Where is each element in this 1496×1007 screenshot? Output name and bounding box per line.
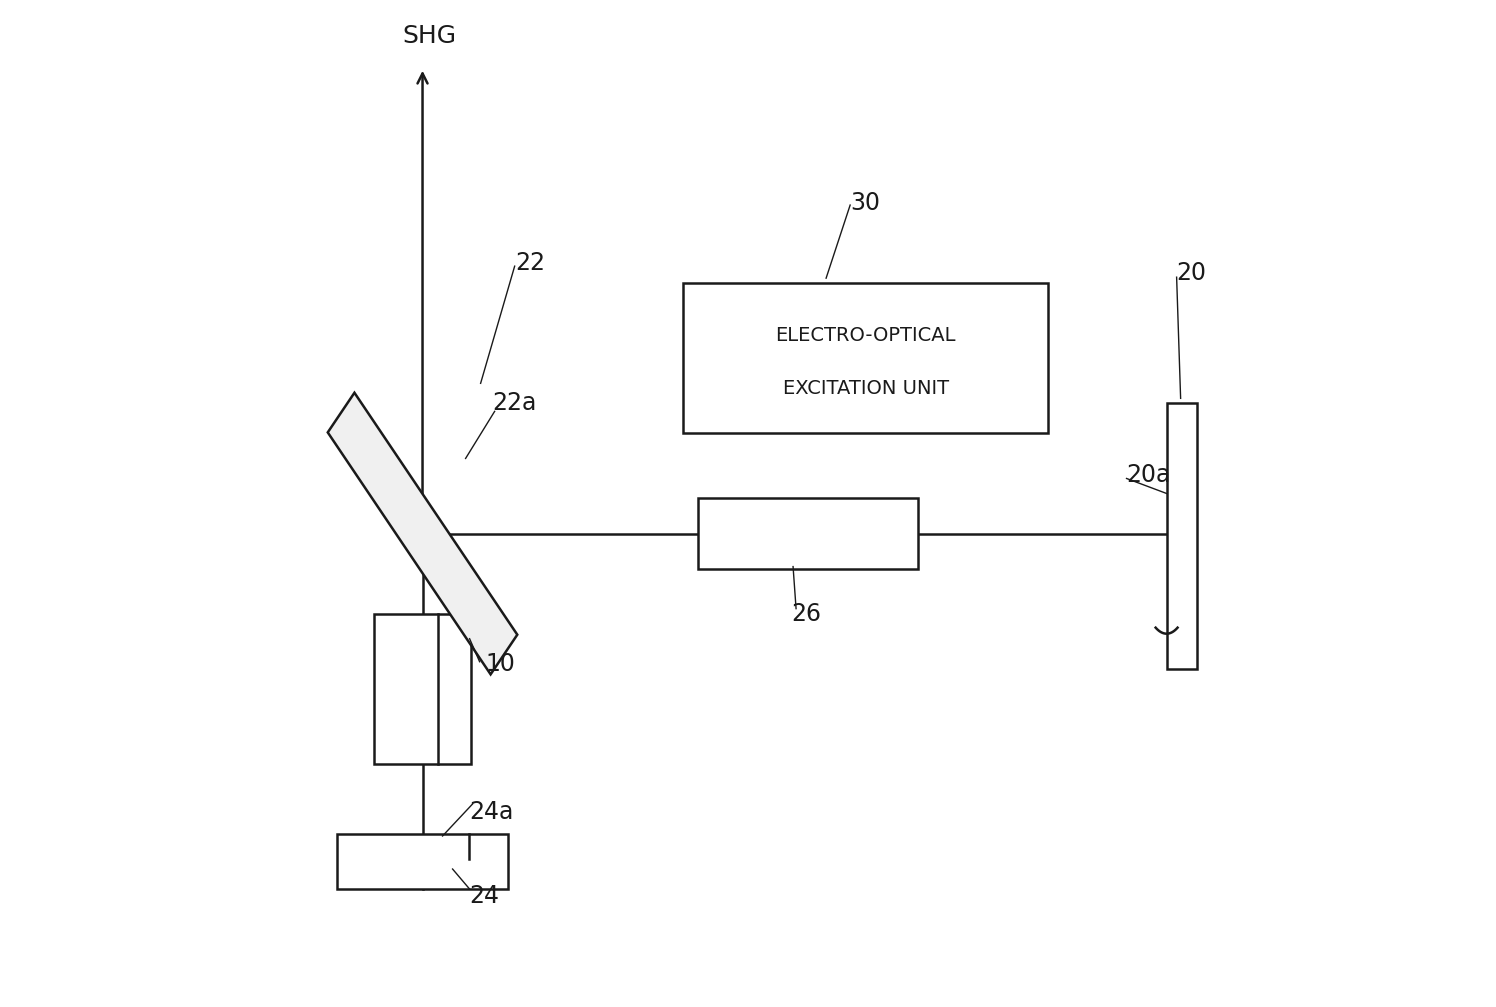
Bar [338,834,507,889]
Bar [682,283,1049,433]
Text: EXCITATION UNIT: EXCITATION UNIT [782,379,948,398]
Text: 26: 26 [791,601,821,625]
Bar [699,498,919,569]
Text: 20a: 20a [1126,463,1171,487]
Text: 24a: 24a [470,800,515,824]
Bar [1167,404,1197,669]
Text: 22a: 22a [492,392,537,415]
Text: 10: 10 [486,652,516,676]
Text: 24: 24 [470,884,500,908]
Text: ELECTRO-OPTICAL: ELECTRO-OPTICAL [775,326,956,345]
Polygon shape [328,393,518,675]
Text: 30: 30 [850,191,880,215]
Bar [374,613,471,764]
Text: SHG: SHG [402,24,456,48]
Text: 20: 20 [1177,261,1207,285]
Text: 22: 22 [516,251,546,275]
